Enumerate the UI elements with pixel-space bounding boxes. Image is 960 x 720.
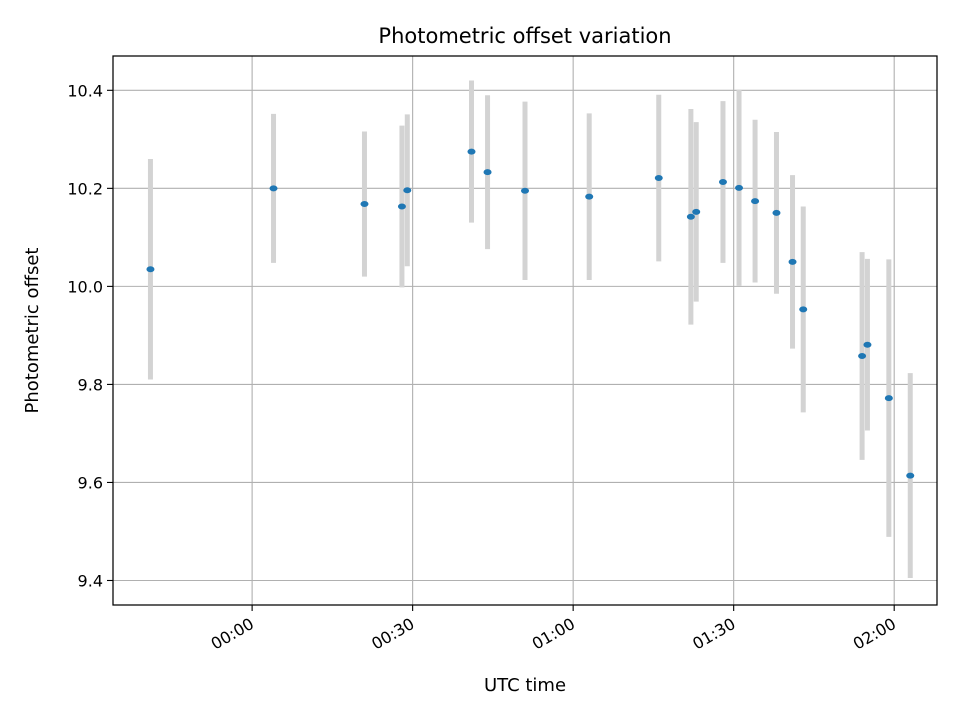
data-point (863, 341, 872, 348)
data-point (884, 395, 893, 402)
data-point (799, 306, 808, 313)
data-point (397, 203, 406, 210)
data-point (686, 213, 695, 220)
y-tick-label: 10.0 (67, 277, 103, 296)
y-tick-label: 10.2 (67, 179, 103, 198)
data-point (403, 187, 412, 194)
y-tick-label: 10.4 (67, 81, 103, 100)
data-point (467, 148, 476, 155)
y-tick-label: 9.8 (78, 375, 103, 394)
y-axis: 9.4 9.6 9.8 10.0 10.2 10.4 (67, 81, 113, 590)
data-point (751, 198, 760, 205)
grid (113, 56, 937, 605)
data-point (735, 184, 744, 191)
data-point (269, 185, 278, 192)
data-points (146, 148, 915, 479)
data-point (654, 175, 663, 182)
data-point (521, 187, 529, 194)
data-point (906, 472, 915, 479)
x-axis-title: UTC time (484, 675, 566, 696)
data-point (585, 193, 594, 200)
data-point (360, 201, 369, 208)
data-point (483, 169, 492, 176)
data-point (858, 352, 867, 359)
data-point (146, 266, 155, 273)
chart-title: Photometric offset variation (378, 24, 671, 48)
y-tick-label: 9.6 (78, 473, 103, 492)
axes-frame (112, 55, 938, 606)
data-point (692, 208, 701, 215)
data-point (788, 258, 797, 265)
y-tick-label: 9.4 (78, 571, 103, 590)
data-point (772, 209, 781, 216)
y-axis-title: Photometric offset (22, 248, 43, 414)
data-point (718, 178, 727, 185)
